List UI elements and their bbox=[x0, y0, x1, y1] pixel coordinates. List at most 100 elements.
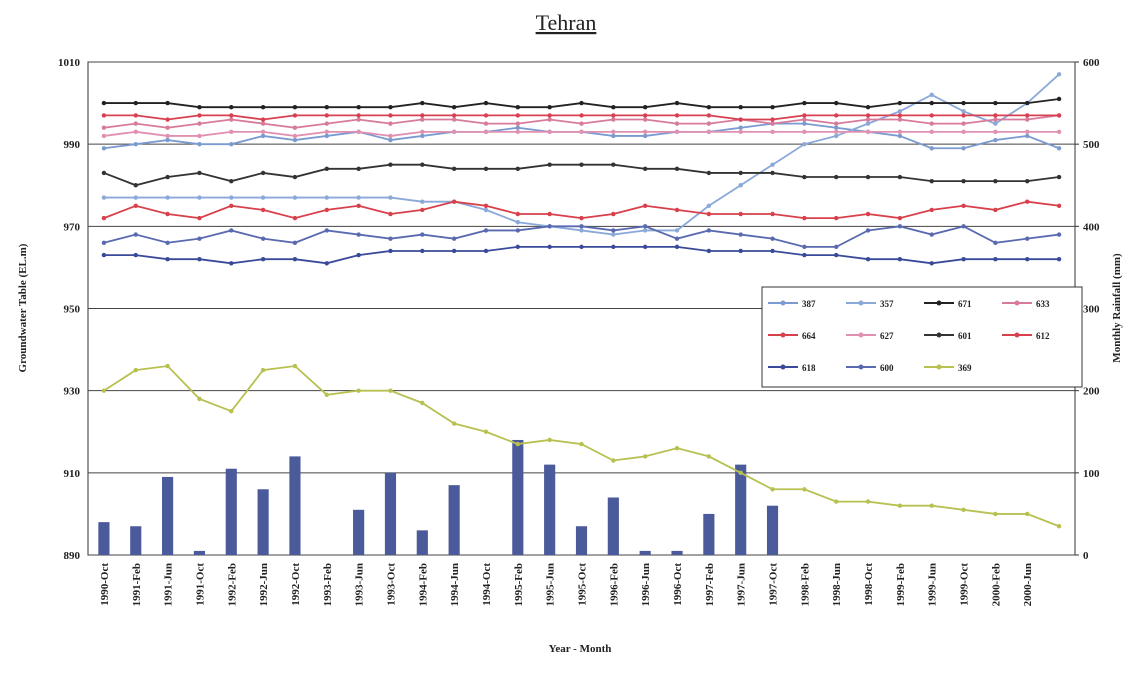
series-point bbox=[260, 104, 266, 110]
series-point bbox=[897, 113, 903, 118]
series-point bbox=[579, 162, 584, 167]
series-point bbox=[961, 178, 966, 184]
series-point bbox=[706, 248, 712, 254]
series-point bbox=[642, 166, 648, 172]
series-point bbox=[674, 113, 680, 118]
series-point bbox=[642, 203, 648, 208]
series-point bbox=[547, 129, 552, 135]
series-point bbox=[1056, 96, 1062, 102]
legend-label: 601 bbox=[958, 331, 972, 341]
y-tick-label: 910 bbox=[64, 468, 81, 480]
x-tick-label: 1995-Feb bbox=[513, 563, 525, 606]
series-point bbox=[642, 244, 648, 250]
series-point bbox=[547, 104, 552, 110]
series-point bbox=[865, 104, 871, 110]
series-point bbox=[292, 240, 298, 245]
series-point bbox=[929, 261, 934, 266]
series-point bbox=[993, 207, 998, 213]
series-point bbox=[802, 100, 807, 106]
legend-label: 633 bbox=[1036, 299, 1050, 309]
series-point bbox=[101, 388, 107, 393]
series-point bbox=[356, 232, 361, 237]
series-point bbox=[993, 117, 998, 122]
series-point bbox=[865, 129, 871, 135]
series-point bbox=[229, 117, 234, 122]
rain-bar bbox=[607, 497, 619, 555]
series-point bbox=[897, 174, 903, 180]
series-point bbox=[388, 104, 393, 110]
series-point bbox=[260, 133, 266, 139]
y-tick-label: 970 bbox=[64, 221, 81, 233]
rain-bar bbox=[193, 550, 206, 555]
series-point bbox=[993, 113, 998, 118]
series-point bbox=[1025, 178, 1030, 184]
series-point bbox=[961, 257, 966, 262]
series-point bbox=[738, 104, 743, 110]
series-point bbox=[515, 125, 521, 130]
series-point bbox=[356, 388, 361, 393]
series-point bbox=[388, 236, 393, 241]
rain-bar bbox=[703, 513, 715, 555]
series-point bbox=[451, 236, 457, 241]
x-tick-label: 1992-Jun bbox=[258, 563, 270, 606]
series-point bbox=[133, 195, 138, 200]
series-point bbox=[388, 113, 393, 118]
series-point bbox=[579, 100, 584, 106]
series-point bbox=[929, 121, 934, 126]
series-point bbox=[229, 178, 234, 184]
series-point bbox=[802, 174, 807, 180]
series-point bbox=[834, 113, 839, 118]
series-point bbox=[1025, 129, 1030, 135]
legend-label: 600 bbox=[880, 363, 894, 373]
series-point bbox=[547, 113, 552, 118]
series-point bbox=[865, 174, 871, 180]
series-point bbox=[1056, 257, 1062, 262]
series-point bbox=[292, 113, 298, 118]
y-tick-label: 1010 bbox=[58, 57, 81, 69]
series-point bbox=[133, 113, 138, 118]
series-point bbox=[324, 133, 329, 139]
series-point bbox=[897, 129, 903, 135]
series-point bbox=[770, 129, 775, 135]
series-point bbox=[1056, 232, 1062, 237]
series-point bbox=[770, 248, 775, 254]
rain-bar bbox=[257, 489, 269, 555]
rain-bar bbox=[384, 472, 397, 555]
series-point bbox=[197, 195, 202, 200]
series-point bbox=[420, 232, 425, 237]
series-point bbox=[101, 195, 107, 200]
series-point bbox=[515, 166, 521, 172]
series-point bbox=[197, 257, 202, 262]
series-point bbox=[292, 133, 298, 139]
series-point bbox=[356, 113, 361, 118]
legend-marker bbox=[858, 300, 864, 306]
y2-tick-label: 200 bbox=[1083, 386, 1100, 398]
series-point bbox=[611, 228, 616, 233]
series-point bbox=[611, 133, 616, 139]
x-tick-label: 1995-Oct bbox=[577, 563, 589, 606]
y-tick-label: 950 bbox=[64, 304, 81, 316]
series-point bbox=[165, 100, 170, 106]
series-point bbox=[165, 174, 170, 180]
series-point bbox=[611, 129, 616, 135]
x-tick-label: 1997-Oct bbox=[768, 563, 780, 606]
series-point bbox=[865, 121, 871, 126]
series-point bbox=[961, 224, 966, 229]
x-tick-label: 1999-Feb bbox=[895, 563, 907, 606]
series-point bbox=[993, 178, 998, 184]
series-point bbox=[642, 133, 648, 139]
series-point bbox=[993, 129, 998, 135]
series-point bbox=[770, 487, 775, 492]
series-point bbox=[770, 170, 775, 176]
series-point bbox=[324, 207, 329, 213]
series-point bbox=[483, 248, 489, 254]
x-tick-label: 1990-Oct bbox=[99, 563, 111, 606]
series-point bbox=[515, 220, 521, 225]
series-point bbox=[420, 113, 425, 118]
series-point bbox=[611, 458, 616, 463]
series-point bbox=[706, 104, 712, 110]
series-point bbox=[1025, 117, 1030, 122]
rain-bar bbox=[512, 439, 524, 555]
series-point bbox=[674, 100, 680, 106]
